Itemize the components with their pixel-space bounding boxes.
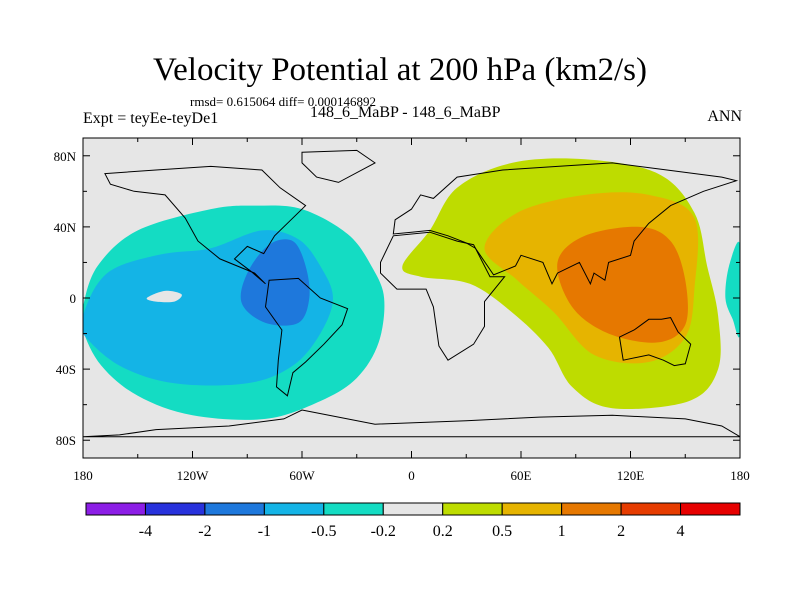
y-tick-label: 80N	[54, 149, 77, 164]
colorbar-swatch	[263, 502, 325, 516]
y-tick-label: 40N	[54, 220, 77, 235]
x-tick-label: 120E	[617, 468, 645, 483]
x-tick-label: 60W	[289, 468, 315, 483]
colorbar-swatch	[204, 502, 265, 516]
colorbar-swatch	[561, 502, 622, 516]
colorbar: -4 -2 -1 -0.5 -0.2 0.2 0.5 1 2 4	[85, 502, 741, 540]
colorbar-label: -0.5	[311, 523, 336, 540]
case-label: 148_6_MaBP - 148_6_MaBP	[310, 104, 501, 121]
colorbar-label: 2	[617, 523, 625, 540]
africa-coast	[380, 231, 506, 361]
colorbar-swatch	[501, 502, 563, 516]
colorbar-swatch	[442, 502, 503, 516]
north-america-coast	[104, 165, 307, 285]
colorbar-swatch	[323, 502, 384, 516]
colorbar-label: -2	[198, 523, 211, 540]
y-tick-label: 0	[70, 291, 77, 306]
coastlines	[83, 149, 740, 438]
y-tick-label: 40S	[56, 362, 76, 377]
colorbar-label: -0.2	[371, 523, 396, 540]
eurasia-coast	[392, 162, 739, 286]
x-tick-label: 180	[730, 468, 750, 483]
season-label: ANN	[707, 108, 742, 125]
x-tick-label: 120W	[177, 468, 210, 483]
australia-coast	[618, 317, 692, 367]
antarctica-coast	[83, 409, 740, 438]
colorbar-label: -1	[258, 523, 271, 540]
chart-subtitle: rmsd= 0.615064 diff= 0.000146892	[190, 94, 376, 109]
contour-region-pacific-gap	[146, 290, 182, 303]
chart-title: Velocity Potential at 200 hPa (km2/s)	[152, 52, 648, 88]
south-america-coast	[264, 277, 349, 397]
colorbar-label: 0.5	[492, 523, 512, 540]
axes: 180 120W 60W 0 60E 120E 180 80N 40N 0 40S 80S	[54, 137, 750, 483]
map	[83, 138, 740, 458]
contour-region-east-hemisphere-core	[557, 226, 688, 343]
colorbar-label: 4	[677, 523, 685, 540]
contour-region-east-edge-low	[725, 242, 740, 338]
x-tick-label: 0	[408, 468, 415, 483]
colorbar-swatch	[85, 502, 146, 516]
colorbar-label: 1	[558, 523, 566, 540]
colorbar-swatch	[620, 502, 682, 516]
colorbar-swatch	[680, 502, 741, 516]
x-tick-label: 60E	[511, 468, 532, 483]
y-tick-label: 80S	[56, 433, 76, 448]
colorbar-swatch	[382, 502, 444, 516]
colorbar-label: -4	[139, 523, 152, 540]
colorbar-swatch	[144, 502, 206, 516]
colorbar-label: 0.2	[433, 523, 453, 540]
x-tick-label: 180	[73, 468, 93, 483]
experiment-label: Expt = teyEe-teyDe1	[83, 110, 219, 127]
contour-region-west-hemisphere-core	[240, 239, 310, 326]
greenland-coast	[301, 149, 376, 183]
